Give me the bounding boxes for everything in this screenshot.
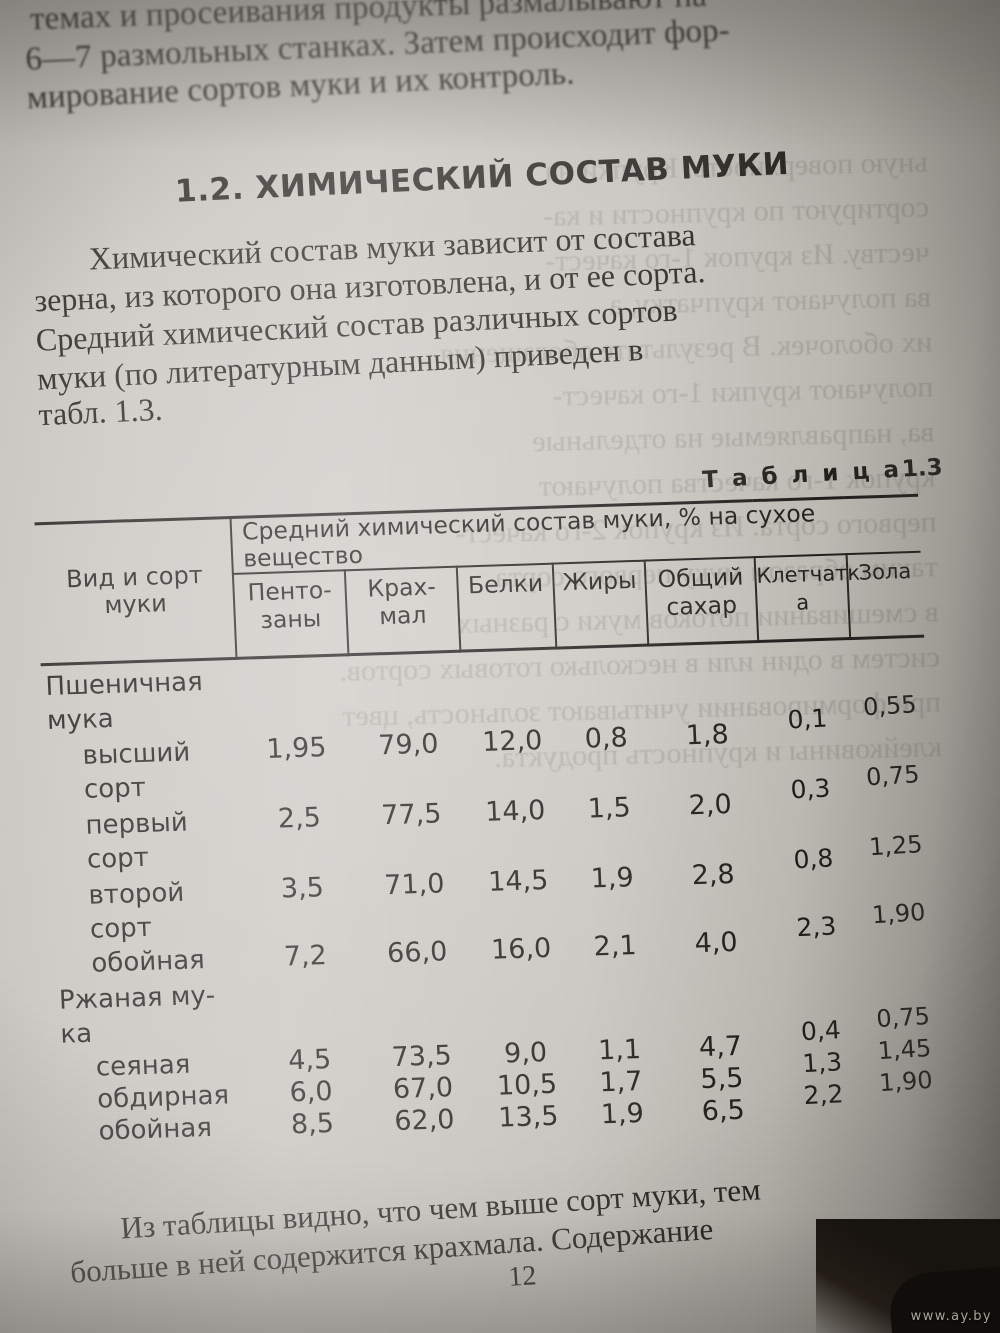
cell-value: 0,8 bbox=[792, 843, 835, 875]
cell-krahmal: 73,5 bbox=[390, 1040, 453, 1074]
chemical-composition-table: Вид и сорт муки Средний химический соста… bbox=[34, 494, 945, 1148]
cell-pentozany: 8,5 bbox=[290, 1107, 335, 1141]
cell-value: 1,90 bbox=[871, 898, 927, 930]
table-caption-number: 1.3 bbox=[901, 454, 944, 483]
cell-pentozany: 4,5 bbox=[287, 1044, 332, 1077]
cell-value: 1,3 bbox=[801, 1047, 843, 1079]
cell-pentozany: 3,5 bbox=[280, 872, 325, 905]
header-col-line: сахар bbox=[665, 590, 738, 621]
cell-pentozany: 2,5 bbox=[277, 802, 322, 835]
row-label-wheat-second: второй сорт bbox=[50, 872, 249, 948]
row-label-wheat-first: первый сорт bbox=[47, 802, 246, 878]
cell-zola: 1,90 bbox=[862, 898, 937, 953]
cell-zhiry: 2,1 bbox=[592, 930, 638, 963]
cell-obshchiy-sahar: 2,0 bbox=[688, 788, 733, 822]
row-label-line: сорт bbox=[83, 772, 147, 805]
header-col-line: заны bbox=[259, 604, 322, 635]
watermark: www.ay.by bbox=[910, 1309, 992, 1324]
row-label-line: второй bbox=[87, 877, 185, 911]
cell-value: 1,45 bbox=[877, 1033, 933, 1066]
header-col-line: мал bbox=[378, 600, 427, 631]
cell-belki: 12,0 bbox=[481, 725, 543, 758]
cell-value: 0,4 bbox=[800, 1015, 842, 1047]
header-col-line: Белки bbox=[467, 568, 544, 600]
cell-zhiry: 1,5 bbox=[587, 792, 632, 825]
table-body: Пшеничная мука высший сорт 1,95 79,0 12,… bbox=[41, 636, 945, 1148]
cell-pentozany: 6,0 bbox=[288, 1076, 334, 1109]
header-col-krahmal: Крах- мал bbox=[344, 566, 461, 655]
cell-obshchiy-sahar: 2,8 bbox=[691, 858, 736, 892]
cell-kletchatka: 2,2 bbox=[778, 1079, 871, 1125]
header-col-zola: Зола bbox=[847, 552, 925, 639]
header-col-zhiry: Жиры bbox=[552, 560, 649, 649]
cell-value: 2,2 bbox=[802, 1079, 845, 1111]
cell-zhiry: 1,9 bbox=[590, 862, 635, 895]
cell-pentozany: 1,95 bbox=[265, 732, 328, 765]
row-label-rye-wholemeal: обойная bbox=[60, 1109, 257, 1147]
cell-pentozany: 7,2 bbox=[283, 940, 328, 973]
header-kind-cell: Вид и сорт муки bbox=[34, 517, 237, 665]
header-col-kletchatka: Клетчатк а bbox=[754, 554, 861, 642]
cell-belki: 10,5 bbox=[496, 1068, 558, 1102]
cell-krahmal: 67,0 bbox=[392, 1072, 454, 1106]
cell-obshchiy-sahar: 5,5 bbox=[699, 1062, 745, 1096]
cell-value: 0,75 bbox=[865, 760, 921, 792]
header-col-belki: Белки bbox=[456, 563, 557, 652]
cell-obshchiy-sahar: 4,7 bbox=[698, 1030, 743, 1064]
cell-krahmal: 79,0 bbox=[377, 728, 440, 762]
cell-kletchatka: 2,3 bbox=[770, 911, 863, 957]
row-label-line: сорт bbox=[86, 842, 150, 875]
row-label-line: обойная bbox=[97, 1112, 213, 1147]
table-head: Вид и сорт муки Средний химический соста… bbox=[34, 495, 925, 665]
cell-zhiry: 0,8 bbox=[584, 722, 629, 755]
cell-zhiry: 1,9 bbox=[600, 1097, 645, 1131]
cell-belki: 13,5 bbox=[497, 1100, 560, 1134]
row-label-wheat-highest: высший сорт bbox=[44, 732, 243, 808]
cell-obshchiy-sahar: 1,8 bbox=[685, 719, 730, 752]
top-paragraph: темах и просеивания продукты размалывают… bbox=[23, 0, 915, 116]
header-col-line: Общий bbox=[657, 562, 744, 594]
section-heading: 1.2. ХИМИЧЕСКИЙ СОСТАВ МУКИ bbox=[174, 145, 791, 210]
cell-belki: 14,0 bbox=[484, 795, 546, 828]
header-col-line: Пенто- bbox=[247, 575, 333, 607]
row-label-line: первый bbox=[84, 807, 189, 841]
cell-zola: 1,90 bbox=[869, 1066, 944, 1121]
header-col-obshchiy-sahar: Общий сахар bbox=[644, 557, 759, 646]
cell-krahmal: 66,0 bbox=[386, 936, 448, 970]
table-caption-label: Т а б л и ц а bbox=[701, 456, 904, 494]
cell-value: 2,3 bbox=[795, 911, 838, 943]
header-col-line: Жиры bbox=[561, 565, 638, 597]
intro-paragraph: Химический состав муки зависит от состав… bbox=[32, 212, 929, 432]
cell-value: 1,90 bbox=[878, 1065, 934, 1098]
cell-value: 0,3 bbox=[789, 773, 832, 805]
cell-value: 1,25 bbox=[868, 830, 924, 862]
cell-zhiry: 1,1 bbox=[597, 1034, 642, 1067]
cell-krahmal: 77,5 bbox=[380, 798, 443, 832]
cell-belki: 9,0 bbox=[503, 1037, 548, 1070]
header-col-pentozany: Пенто- заны bbox=[232, 570, 349, 659]
row-label-line: высший bbox=[81, 737, 191, 771]
header-col-line: Клетчатк bbox=[755, 560, 861, 589]
cell-value: 0,55 bbox=[862, 690, 918, 722]
cell-obshchiy-sahar: 4,0 bbox=[693, 926, 739, 960]
cell-obshchiy-sahar: 6,5 bbox=[701, 1094, 746, 1128]
table: Вид и сорт муки Средний химический соста… bbox=[34, 494, 945, 1148]
cell-krahmal: 62,0 bbox=[393, 1104, 456, 1138]
cell-belki: 16,0 bbox=[490, 932, 552, 966]
header-col-line: Зола bbox=[858, 559, 912, 585]
table-caption: Т а б л и ц а1.3 bbox=[702, 454, 944, 493]
cell-krahmal: 71,0 bbox=[383, 868, 446, 902]
cell-belki: 14,5 bbox=[487, 864, 549, 898]
row-label-line: сорт bbox=[89, 912, 153, 945]
header-col-line: а bbox=[795, 590, 810, 615]
cell-zhiry: 1,7 bbox=[598, 1066, 644, 1099]
row-label-rye-peeled: обдирная bbox=[59, 1078, 256, 1116]
cell-value: 0,1 bbox=[786, 703, 829, 735]
header-col-line: Крах- bbox=[366, 572, 437, 603]
cell-value: 0,75 bbox=[875, 1001, 932, 1034]
